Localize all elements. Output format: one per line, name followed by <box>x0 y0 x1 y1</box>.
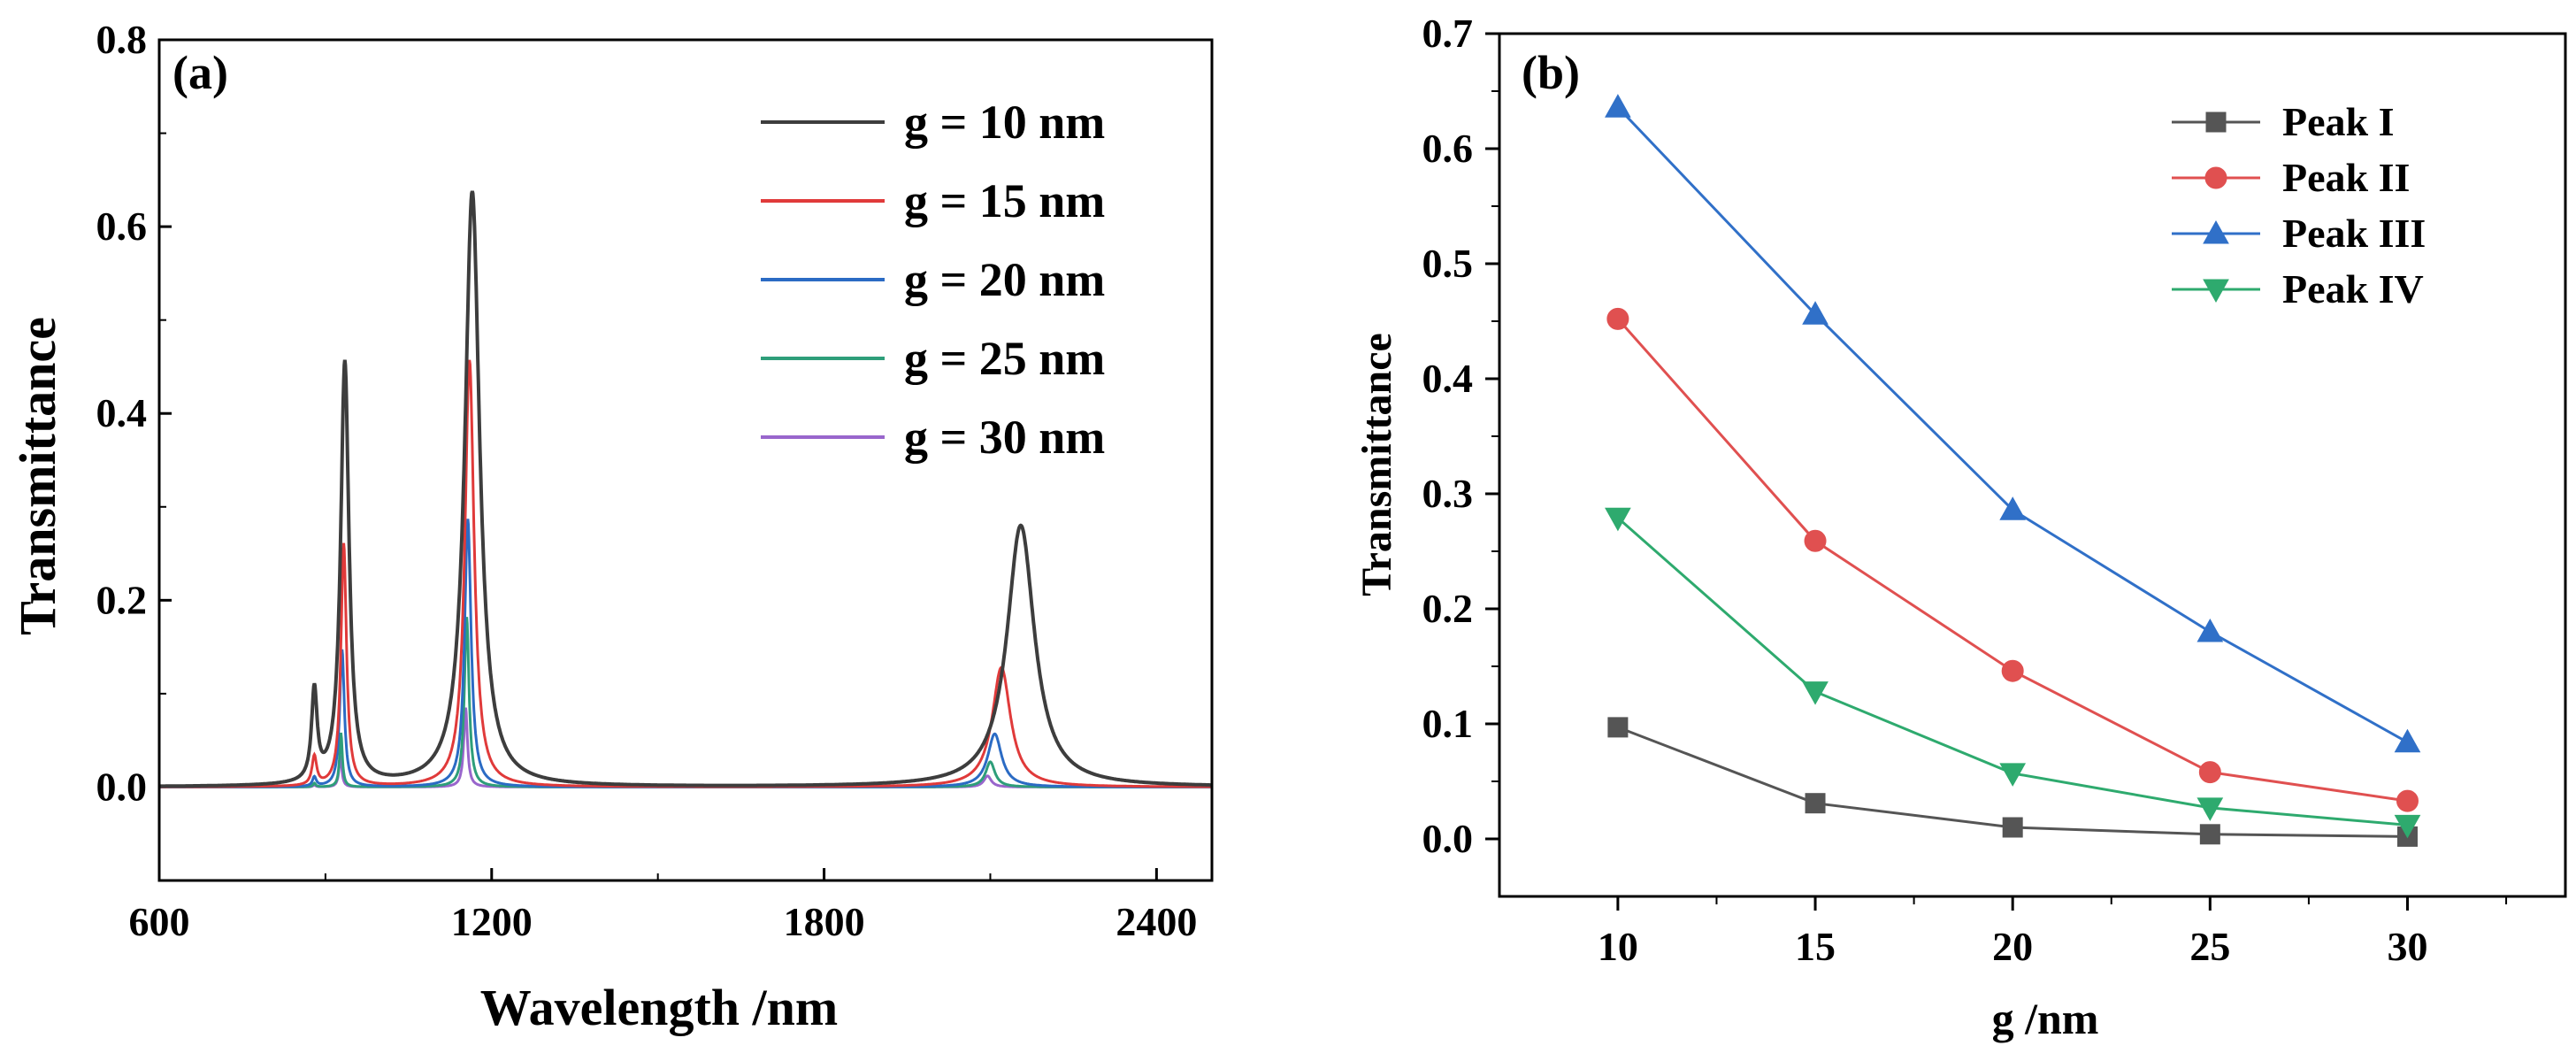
panel-b-data-point <box>2198 761 2221 784</box>
panel-b-data-point <box>1999 496 2027 520</box>
panel-b-y-tick-label: 0.4 <box>1422 356 1474 401</box>
panel-b-x-tick-label: 25 <box>2189 924 2230 969</box>
panel-b-ticks: 10 15 20 25 30 0.0 0.1 0.2 0.3 0.4 0.5 0.6 0.7 <box>1422 11 2508 969</box>
panel-b-legend-marker <box>2204 166 2227 189</box>
panel-b-data-point <box>1805 793 1826 814</box>
panel-b-x-tick-label: 15 <box>1795 924 1836 969</box>
panel-a-y-tick-label: 0.4 <box>96 390 148 435</box>
panel-b-y-tick-label: 0.1 <box>1422 701 1474 746</box>
panel-b-data-point <box>2396 789 2419 812</box>
panel-b-data-point <box>1605 94 1631 118</box>
panel-b-data-point <box>1804 529 1827 552</box>
panel-b-data-point <box>2394 814 2421 839</box>
panel-b-legend-label: Peak IV <box>2282 266 2424 311</box>
panel-a-legend-label: g = 25 nm <box>904 332 1105 385</box>
panel-b-x-axis-title: g /nm <box>1992 994 2099 1043</box>
panel-a-chart: (a) Transmittance Wavelength /nm 600 1200… <box>9 17 1214 1036</box>
panel-b-series-line-2 <box>1616 318 2408 803</box>
panel-b-y-tick-label: 0.7 <box>1422 11 1474 56</box>
panel-a-y-tick-label: 0.8 <box>96 17 148 62</box>
panel-b-legend-marker <box>2205 111 2227 133</box>
panel-a-ticks: 600 1200 1800 2400 0.0 0.2 0.4 0.6 0.8 <box>96 17 1198 944</box>
panel-b-tag: (b) <box>1522 46 1580 99</box>
panel-b-data-point <box>2196 618 2224 642</box>
panel-b-chart: (b) Transmittance g /nm 10 15 20 25 30 0.0 0.1… <box>1353 11 2567 1043</box>
panel-a-y-tick-label: 0.6 <box>96 204 148 249</box>
panel-b-data-point <box>1802 301 1828 325</box>
panel-a-plot-frame <box>157 38 1214 882</box>
panel-a-y-tick-label: 0.0 <box>96 764 148 809</box>
panel-b-legend-marker <box>2203 279 2229 304</box>
panel-b-legend-label: Peak II <box>2282 155 2410 200</box>
panel-b-legend: Peak I Peak II Peak III Peak IV <box>2172 99 2426 311</box>
panel-a-series-group <box>159 190 1212 788</box>
panel-a-legend: g = 10 nm g = 15 nm g = 20 nm g = 25 nm g = … <box>761 96 1105 464</box>
panel-b-data-point <box>1605 507 1631 532</box>
panel-a-x-tick-label: 600 <box>129 899 190 944</box>
panel-a-y-tick-label: 0.2 <box>96 577 148 622</box>
panel-a-tag: (a) <box>172 46 228 99</box>
panel-b-data-point <box>1606 307 1629 330</box>
panel-b-legend-marker <box>2203 219 2229 244</box>
panel-a-legend-label: g = 10 nm <box>904 96 1105 149</box>
panel-b-y-axis-title: Transmittance <box>1353 333 1400 596</box>
panel-b-data-point <box>2002 817 2023 838</box>
panel-b-data-point <box>1802 681 1828 705</box>
panel-b-x-tick-label: 10 <box>1598 924 1638 969</box>
panel-a-x-axis-title: Wavelength /nm <box>480 979 838 1036</box>
panel-b-y-tick-label: 0.6 <box>1422 126 1474 171</box>
panel-b-series-group <box>1605 94 2421 847</box>
panel-b-plot-frame <box>1498 32 2567 898</box>
panel-b-data-point <box>2394 728 2421 753</box>
panel-a-x-tick-label: 1200 <box>451 899 533 944</box>
panel-b-y-tick-label: 0.3 <box>1422 471 1474 516</box>
panel-b-data-point <box>2199 824 2220 845</box>
panel-b-data-point <box>1999 763 2027 787</box>
panel-a-legend-label: g = 15 nm <box>904 174 1105 227</box>
panel-a-legend-label: g = 20 nm <box>904 253 1105 306</box>
panel-a-x-tick-label: 2400 <box>1116 899 1197 944</box>
panel-b-y-tick-label: 0.0 <box>1422 816 1474 861</box>
panel-a-legend-label: g = 30 nm <box>904 411 1105 464</box>
panel-b-legend-label: Peak III <box>2282 211 2426 256</box>
panel-b-y-tick-label: 0.5 <box>1422 241 1474 286</box>
panel-a-series-line-1 <box>159 190 1212 788</box>
panel-b-data-point <box>1607 717 1629 738</box>
panel-b-legend-label: Peak I <box>2282 99 2395 144</box>
panel-b-data-point <box>2001 659 2024 682</box>
panel-a-y-axis-title: Transmittance <box>9 317 66 635</box>
panel-b-x-tick-label: 30 <box>2387 924 2427 969</box>
panel-a-series-line-3 <box>159 519 1212 788</box>
panel-a-x-tick-label: 1800 <box>784 899 865 944</box>
panel-b-data-point <box>2196 797 2224 821</box>
panel-b-series-line-3 <box>1616 106 2409 744</box>
panel-b-y-tick-label: 0.2 <box>1422 586 1474 631</box>
panel-b-x-tick-label: 20 <box>1992 924 2033 969</box>
